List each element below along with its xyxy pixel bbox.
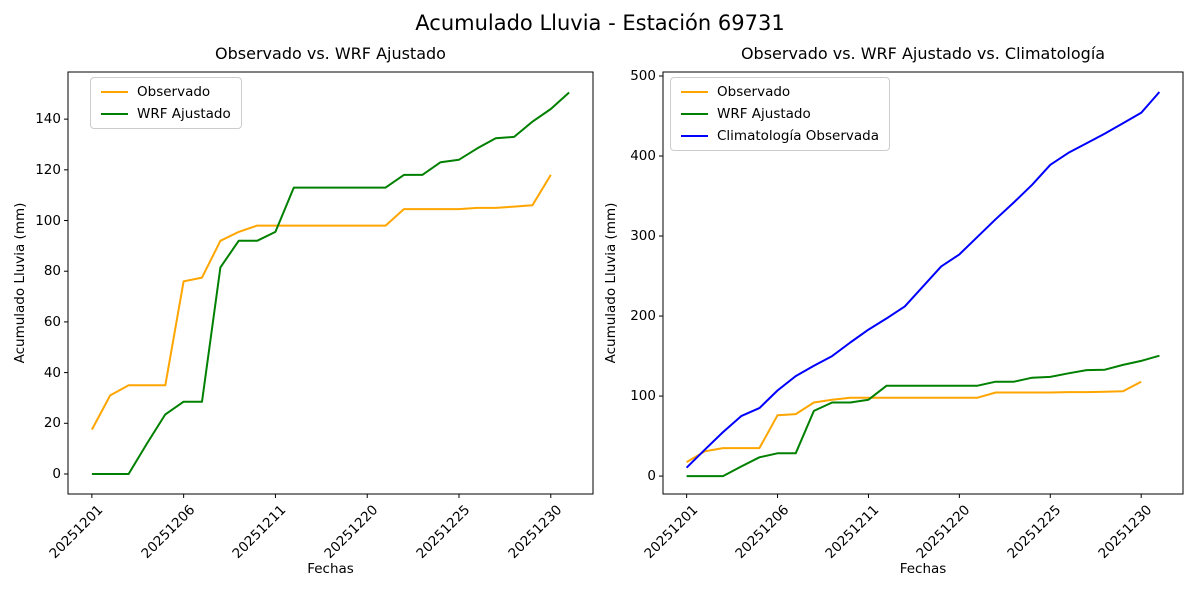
legend-line-swatch-climatolog-a-observada bbox=[681, 134, 708, 138]
right-chart-axes bbox=[662, 71, 1184, 495]
right-y-tick-label: 100 bbox=[630, 388, 656, 405]
left-y-tick-label: 140 bbox=[35, 111, 61, 128]
right-y-axis-label: Acumulado Lluvia (mm) bbox=[603, 202, 619, 364]
legend-item-wrf-ajustado: WRF Ajustado bbox=[101, 106, 231, 122]
right-y-tick-label: 200 bbox=[630, 308, 656, 325]
legend-line-swatch-wrf-ajustado bbox=[101, 112, 128, 116]
left-y-tick-label: 0 bbox=[52, 465, 61, 482]
left-y-tick-label: 100 bbox=[35, 212, 61, 229]
legend-label: WRF Ajustado bbox=[137, 106, 231, 122]
left-series-line-observado bbox=[91, 174, 552, 431]
left-series-line-wrf-ajustado bbox=[91, 91, 570, 475]
legend-label: Observado bbox=[137, 84, 211, 100]
right-series-line-climatolog-a-observada bbox=[685, 91, 1161, 469]
right-x-axis-label: Fechas bbox=[899, 561, 947, 577]
legend-item-wrf-ajustado: WRF Ajustado bbox=[681, 106, 879, 122]
legend-item-observado: Observado bbox=[101, 84, 231, 100]
left-chart-legend: Observado WRF Ajustado bbox=[90, 77, 242, 129]
legend-line-swatch-wrf-ajustado bbox=[681, 112, 708, 116]
left-chart-title: Observado vs. WRF Ajustado bbox=[215, 44, 446, 63]
right-y-tick-label: 400 bbox=[630, 148, 656, 165]
figure-title: Acumulado Lluvia - Estación 69731 bbox=[415, 11, 785, 35]
left-y-tick-label: 120 bbox=[35, 161, 61, 178]
right-chart-legend: Observado WRF Ajustado Climatología Observ… bbox=[670, 77, 890, 151]
right-y-tick-label: 500 bbox=[630, 68, 656, 84]
left-chart-axes bbox=[67, 71, 594, 495]
legend-line-swatch-observado bbox=[101, 90, 128, 94]
legend-label: WRF Ajustado bbox=[717, 106, 811, 122]
legend-label: Observado bbox=[717, 84, 791, 100]
right-chart-title: Observado vs. WRF Ajustado vs. Climatolo… bbox=[740, 44, 1106, 63]
legend-item-climatolog-a-observada: Climatología Observada bbox=[681, 128, 879, 144]
right-series-line-observado bbox=[686, 380, 1142, 463]
left-y-tick-label: 20 bbox=[43, 415, 61, 432]
left-y-tick-label: 40 bbox=[43, 364, 61, 381]
right-series-line-wrf-ajustado bbox=[686, 354, 1160, 478]
legend-label: Climatología Observada bbox=[717, 128, 879, 144]
right-y-tick-label: 300 bbox=[630, 228, 656, 245]
left-y-tick-label: 80 bbox=[43, 263, 61, 280]
legend-item-observado: Observado bbox=[681, 84, 879, 100]
legend-line-swatch-observado bbox=[681, 90, 708, 94]
left-x-axis-label: Fechas bbox=[307, 561, 354, 577]
right-y-tick-label: 0 bbox=[647, 468, 656, 485]
left-y-tick-label: 60 bbox=[43, 313, 61, 330]
